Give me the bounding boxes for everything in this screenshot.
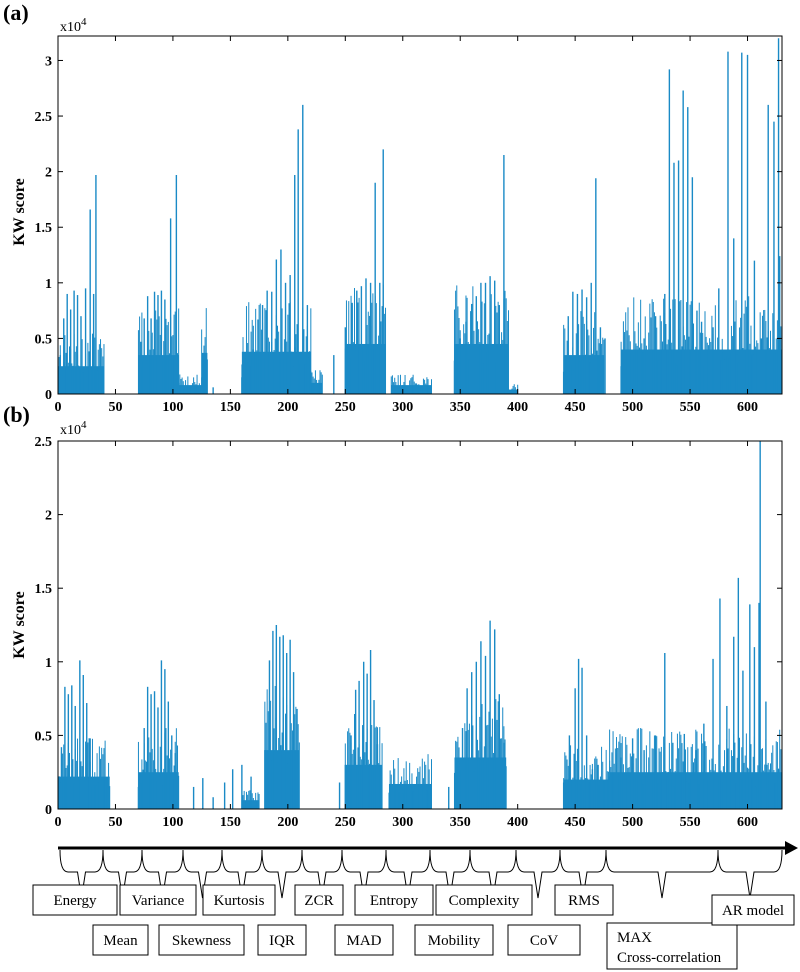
a-xtick-label-5: 250 bbox=[335, 400, 356, 415]
a-xtick-label-4: 200 bbox=[277, 400, 298, 415]
a-ytick-label-3: 1.5 bbox=[35, 221, 53, 236]
feature-box-3 bbox=[158, 924, 245, 956]
b-xtick-label-8: 400 bbox=[507, 815, 528, 830]
feature-box-12 bbox=[554, 884, 614, 916]
b-ytick-label-4: 2 bbox=[45, 509, 52, 524]
feature-label-6: ZCR bbox=[304, 893, 333, 909]
b-ytick-label-0: 0 bbox=[45, 803, 52, 818]
a-xtick-label-8: 400 bbox=[507, 400, 528, 415]
feature-box-4 bbox=[202, 884, 276, 916]
panel-b-label: (b) bbox=[3, 402, 30, 427]
feature-box-14 bbox=[711, 894, 795, 926]
a-xtick-label-3: 150 bbox=[220, 400, 241, 415]
a-xtick-label-10: 500 bbox=[622, 400, 643, 415]
feature-box-5 bbox=[257, 924, 307, 956]
b-xtick-label-4: 200 bbox=[277, 815, 298, 830]
panel-b-y-multiplier: x104 bbox=[60, 419, 87, 438]
feature-label-5: IQR bbox=[269, 933, 295, 949]
b-xtick-label-3: 150 bbox=[220, 815, 241, 830]
feature-label-0: Energy bbox=[53, 893, 97, 909]
feature-label-13: MAX bbox=[617, 930, 652, 946]
feature-label-1: Mean bbox=[103, 933, 138, 949]
panel-b-y-axis-label: KW score bbox=[11, 591, 28, 658]
a-ytick-label-4: 2 bbox=[45, 166, 52, 181]
a-xtick-label-2: 100 bbox=[162, 400, 183, 415]
feature-group-boxes: Energy Mean Variance Skewness Kurtosis IQR ZCR… bbox=[32, 884, 795, 970]
a-xtick-label-0: 0 bbox=[55, 400, 62, 415]
b-xtick-label-1: 50 bbox=[108, 815, 122, 830]
panel-a-y-multiplier: x104 bbox=[60, 16, 87, 35]
feature-group-annotation: Energy Mean Variance Skewness Kurtosis IQR ZCR… bbox=[32, 841, 798, 970]
a-band-7 bbox=[391, 385, 432, 394]
b-ytick-label-2: 1 bbox=[45, 656, 52, 671]
feature-box-13 bbox=[606, 922, 738, 970]
feature-box-1 bbox=[92, 924, 149, 956]
feature-box-8 bbox=[354, 884, 434, 916]
panel-b: (b) KW score x104 0 50 100 150 200 250 300 350 4… bbox=[3, 402, 783, 830]
feature-box-2 bbox=[119, 884, 197, 916]
b-xtick-label-9: 450 bbox=[565, 815, 586, 830]
panel-a-ticks: 0 50 100 150 200 250 300 350 400 450 500 550 600 0 0.5… bbox=[35, 36, 782, 415]
feature-label-3: Skewness bbox=[172, 933, 231, 949]
a-band-3 bbox=[201, 352, 208, 394]
b-xtick-label-11: 550 bbox=[680, 815, 701, 830]
feature-label-11: CoV bbox=[530, 933, 559, 949]
feature-box-6 bbox=[294, 884, 344, 916]
a-ytick-label-6: 3 bbox=[45, 54, 52, 69]
a-ytick-label-1: 0.5 bbox=[35, 332, 53, 347]
feature-box-0 bbox=[32, 884, 118, 916]
b-xtick-label-5: 250 bbox=[335, 815, 356, 830]
panel-a-label: (a) bbox=[3, 0, 29, 25]
b-xtick-label-7: 350 bbox=[450, 815, 471, 830]
feature-label-2: Variance bbox=[132, 893, 185, 909]
feature-brace-14 bbox=[717, 849, 783, 899]
a-xtick-label-12: 600 bbox=[737, 400, 758, 415]
b-ytick-label-5: 2.5 bbox=[35, 435, 53, 450]
panel-b-ticks: 0 50 100 150 200 250 300 350 400 450 500 550 600 0 0.5… bbox=[35, 435, 782, 830]
feature-arrow-head bbox=[785, 841, 798, 855]
feature-label-12: RMS bbox=[568, 893, 600, 909]
a-ytick-label-0: 0 bbox=[45, 388, 52, 403]
panel-a-y-axis-label: KW score bbox=[11, 178, 28, 245]
a-xtick-label-6: 300 bbox=[392, 400, 413, 415]
b-band-5 bbox=[388, 783, 432, 809]
feature-box-11 bbox=[507, 924, 581, 956]
feature-label-7: MAD bbox=[346, 933, 381, 949]
panel-b-bars bbox=[57, 441, 783, 809]
feature-brace-11 bbox=[515, 849, 561, 899]
panel-a: (a) KW score x104 0 50 100 150 200 250 300 350 4… bbox=[3, 0, 783, 415]
a-xtick-label-9: 450 bbox=[565, 400, 586, 415]
b-xtick-label-12: 600 bbox=[737, 815, 758, 830]
a-xtick-label-11: 550 bbox=[680, 400, 701, 415]
b-xtick-label-6: 300 bbox=[392, 815, 413, 830]
feature-label-10: Complexity bbox=[449, 893, 520, 909]
feature-label-8: Entropy bbox=[370, 893, 419, 909]
feature-box-9 bbox=[414, 924, 494, 956]
panel-a-bars bbox=[57, 38, 783, 394]
a-xtick-label-1: 50 bbox=[108, 400, 122, 415]
a-xtick-label-7: 350 bbox=[450, 400, 471, 415]
b-ytick-label-3: 1.5 bbox=[35, 582, 53, 597]
feature-label-13-line2: Cross-correlation bbox=[617, 950, 722, 966]
panel-b-axes-box bbox=[57, 440, 783, 810]
b-ytick-label-1: 0.5 bbox=[35, 729, 53, 744]
b-xtick-label-10: 500 bbox=[622, 815, 643, 830]
feature-label-14: AR model bbox=[722, 903, 784, 919]
feature-box-7 bbox=[334, 924, 394, 956]
feature-brace-13 bbox=[605, 849, 719, 899]
panel-a-axes-box bbox=[57, 35, 783, 395]
feature-label-4: Kurtosis bbox=[214, 893, 265, 909]
b-xtick-label-0: 0 bbox=[55, 815, 62, 830]
a-ytick-label-5: 2.5 bbox=[35, 110, 53, 125]
feature-brace-5 bbox=[261, 849, 303, 899]
feature-box-10 bbox=[435, 884, 533, 916]
feature-label-9: Mobility bbox=[428, 933, 481, 949]
a-ytick-label-2: 1 bbox=[45, 277, 52, 292]
b-xtick-label-2: 100 bbox=[162, 815, 183, 830]
